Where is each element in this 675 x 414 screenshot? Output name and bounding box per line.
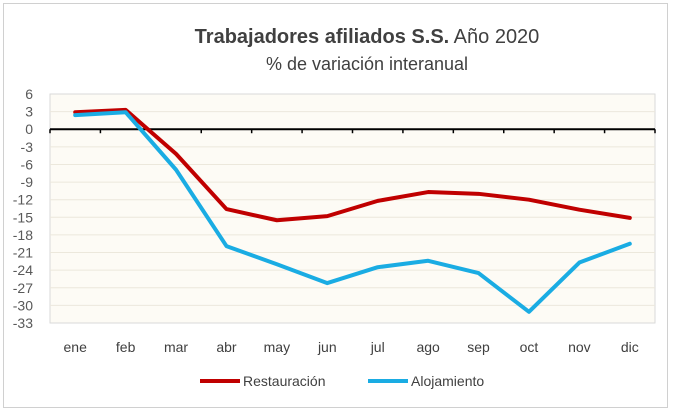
y-tick-label: -3 [21,139,34,155]
series-line-alojamiento [73,110,632,314]
chart-subtitle: % de variación interanual [266,54,468,74]
y-tick-label: -33 [13,315,33,331]
y-tick-label: 0 [25,121,33,137]
y-tick-label: 3 [25,104,33,120]
x-tick-label: jul [370,339,385,355]
series-line-restauración [73,107,632,223]
x-tick-label: may [264,339,290,355]
legend-label: Alojamiento [411,373,484,389]
y-tick-label: -18 [13,227,33,243]
y-tick-label: -9 [21,174,34,190]
y-tick-label: -6 [21,156,34,172]
x-tick-label: ene [64,339,88,355]
legend-label: Restauración [243,373,326,389]
x-tick-label: abr [216,339,237,355]
x-tick-label: sep [467,339,490,355]
y-tick-label: -15 [13,209,33,225]
x-tick-label: ago [416,339,440,355]
y-tick-label: -24 [13,262,33,278]
y-tick-label: -21 [13,245,33,261]
y-tick-label: 6 [25,86,33,102]
x-tick-label: feb [116,339,136,355]
x-tick-label: jun [317,339,337,355]
x-tick-label: mar [164,339,188,355]
chart-frame [3,3,668,408]
x-tick-label: dic [621,339,639,355]
y-tick-label: -30 [13,297,33,313]
x-tick-label: oct [520,339,539,355]
y-tick-label: -12 [13,192,33,208]
y-tick-label: -27 [13,280,33,296]
x-tick-label: nov [568,339,591,355]
chart-title: Trabajadores afiliados S.S. Año 2020 [195,26,540,48]
